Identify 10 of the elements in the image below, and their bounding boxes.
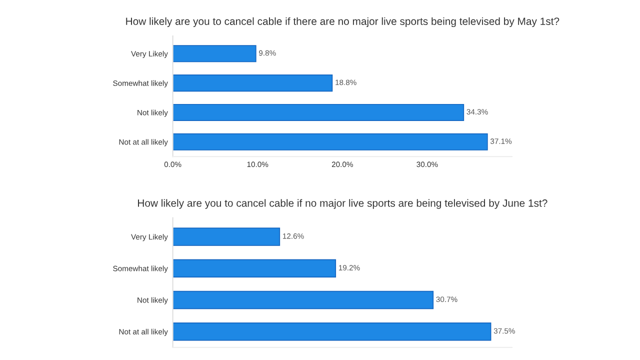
chart-title: How likely are you to cancel cable if there are no major live sports being televised by May 1st? (126, 17, 560, 28)
bar (172, 290, 434, 310)
bar (172, 74, 333, 92)
bar (172, 322, 492, 341)
bar (172, 45, 256, 62)
bar (172, 133, 488, 150)
chart-title: How likely are you to cancel cable if no major live sports are being televised by June 1st? (138, 199, 548, 209)
bar (172, 104, 464, 121)
bar (172, 259, 336, 278)
bar (172, 228, 280, 246)
